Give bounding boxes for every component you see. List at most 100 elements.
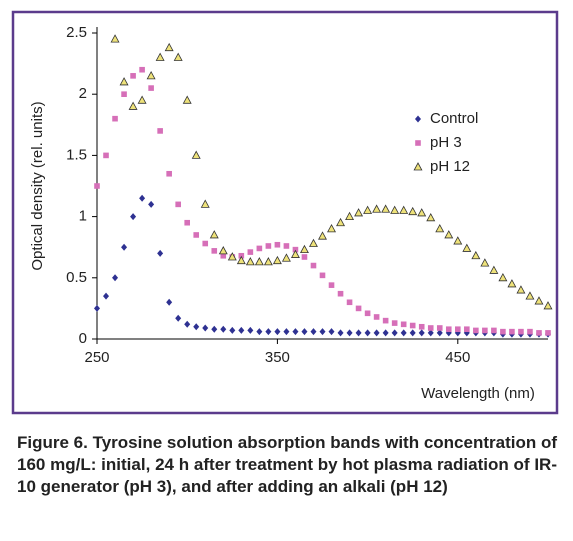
point (184, 320, 191, 328)
point (408, 206, 418, 216)
point (202, 240, 209, 247)
point (327, 224, 336, 233)
point (139, 66, 145, 73)
point (112, 115, 118, 122)
point (220, 252, 227, 259)
point (209, 230, 219, 239)
point (309, 238, 318, 247)
point (301, 328, 308, 336)
point (245, 257, 255, 266)
point (409, 322, 416, 329)
point (489, 265, 499, 274)
point (283, 243, 290, 249)
point (507, 279, 517, 288)
point (545, 330, 551, 336)
point (400, 329, 407, 337)
point (346, 329, 353, 337)
point (364, 310, 371, 317)
point (146, 71, 156, 80)
point (148, 200, 155, 208)
point (310, 262, 317, 269)
point (184, 219, 190, 226)
point (272, 255, 282, 265)
point (426, 212, 436, 222)
point (498, 272, 508, 282)
point (263, 257, 273, 266)
chart: Optical density (rel. units) Wavelength … (11, 10, 559, 415)
point (337, 290, 344, 297)
point (543, 301, 553, 310)
point (229, 326, 236, 334)
point (175, 201, 181, 208)
point (175, 314, 182, 322)
point (382, 329, 389, 337)
point (238, 326, 245, 334)
point (509, 328, 515, 335)
point (166, 298, 173, 306)
point (518, 328, 524, 335)
point (400, 321, 407, 328)
point (527, 328, 533, 335)
point (445, 326, 452, 333)
point (299, 244, 309, 254)
point (525, 291, 535, 300)
point (247, 249, 254, 255)
point (491, 327, 497, 334)
point (94, 304, 100, 312)
point (536, 330, 542, 336)
point (128, 101, 138, 110)
point (121, 91, 127, 97)
point (427, 325, 434, 331)
point (346, 299, 353, 306)
point (193, 323, 200, 331)
point (173, 52, 183, 61)
point (218, 246, 228, 255)
point (381, 204, 391, 213)
point (274, 241, 281, 248)
point (391, 329, 398, 337)
point (534, 296, 544, 305)
point (148, 85, 154, 91)
point (345, 211, 355, 220)
point (319, 328, 326, 336)
caption: Figure 6. Tyrosine solution absorption b… (17, 433, 557, 496)
point (318, 231, 327, 240)
point (500, 328, 506, 335)
point (112, 274, 119, 282)
point (301, 254, 308, 260)
legend-marker (415, 115, 421, 123)
point (364, 329, 371, 337)
point (200, 199, 210, 208)
point (319, 272, 326, 279)
point (139, 194, 146, 202)
point (211, 325, 218, 333)
point (471, 250, 481, 260)
x-axis-label: Wavelength (nm) (421, 385, 535, 402)
point (436, 329, 443, 337)
point (157, 249, 164, 257)
point (355, 305, 362, 312)
point (336, 217, 346, 227)
point (130, 73, 136, 79)
point (482, 327, 488, 334)
point (473, 327, 479, 334)
point (354, 208, 364, 217)
point (110, 34, 120, 43)
point (337, 329, 344, 337)
point (391, 320, 398, 326)
point (247, 326, 254, 334)
point (256, 328, 263, 336)
point (455, 326, 461, 333)
y-tick-label: 0 (79, 330, 87, 347)
y-axis-label: Optical density (rel. units) (29, 101, 46, 270)
point (211, 248, 218, 254)
point (220, 325, 227, 333)
point (480, 258, 490, 267)
x-tick-label: 350 (265, 349, 290, 366)
point (399, 205, 409, 214)
y-tick-label: 1 (79, 208, 87, 225)
point (166, 170, 172, 177)
point (236, 255, 246, 265)
point (121, 243, 128, 251)
point (103, 152, 109, 159)
